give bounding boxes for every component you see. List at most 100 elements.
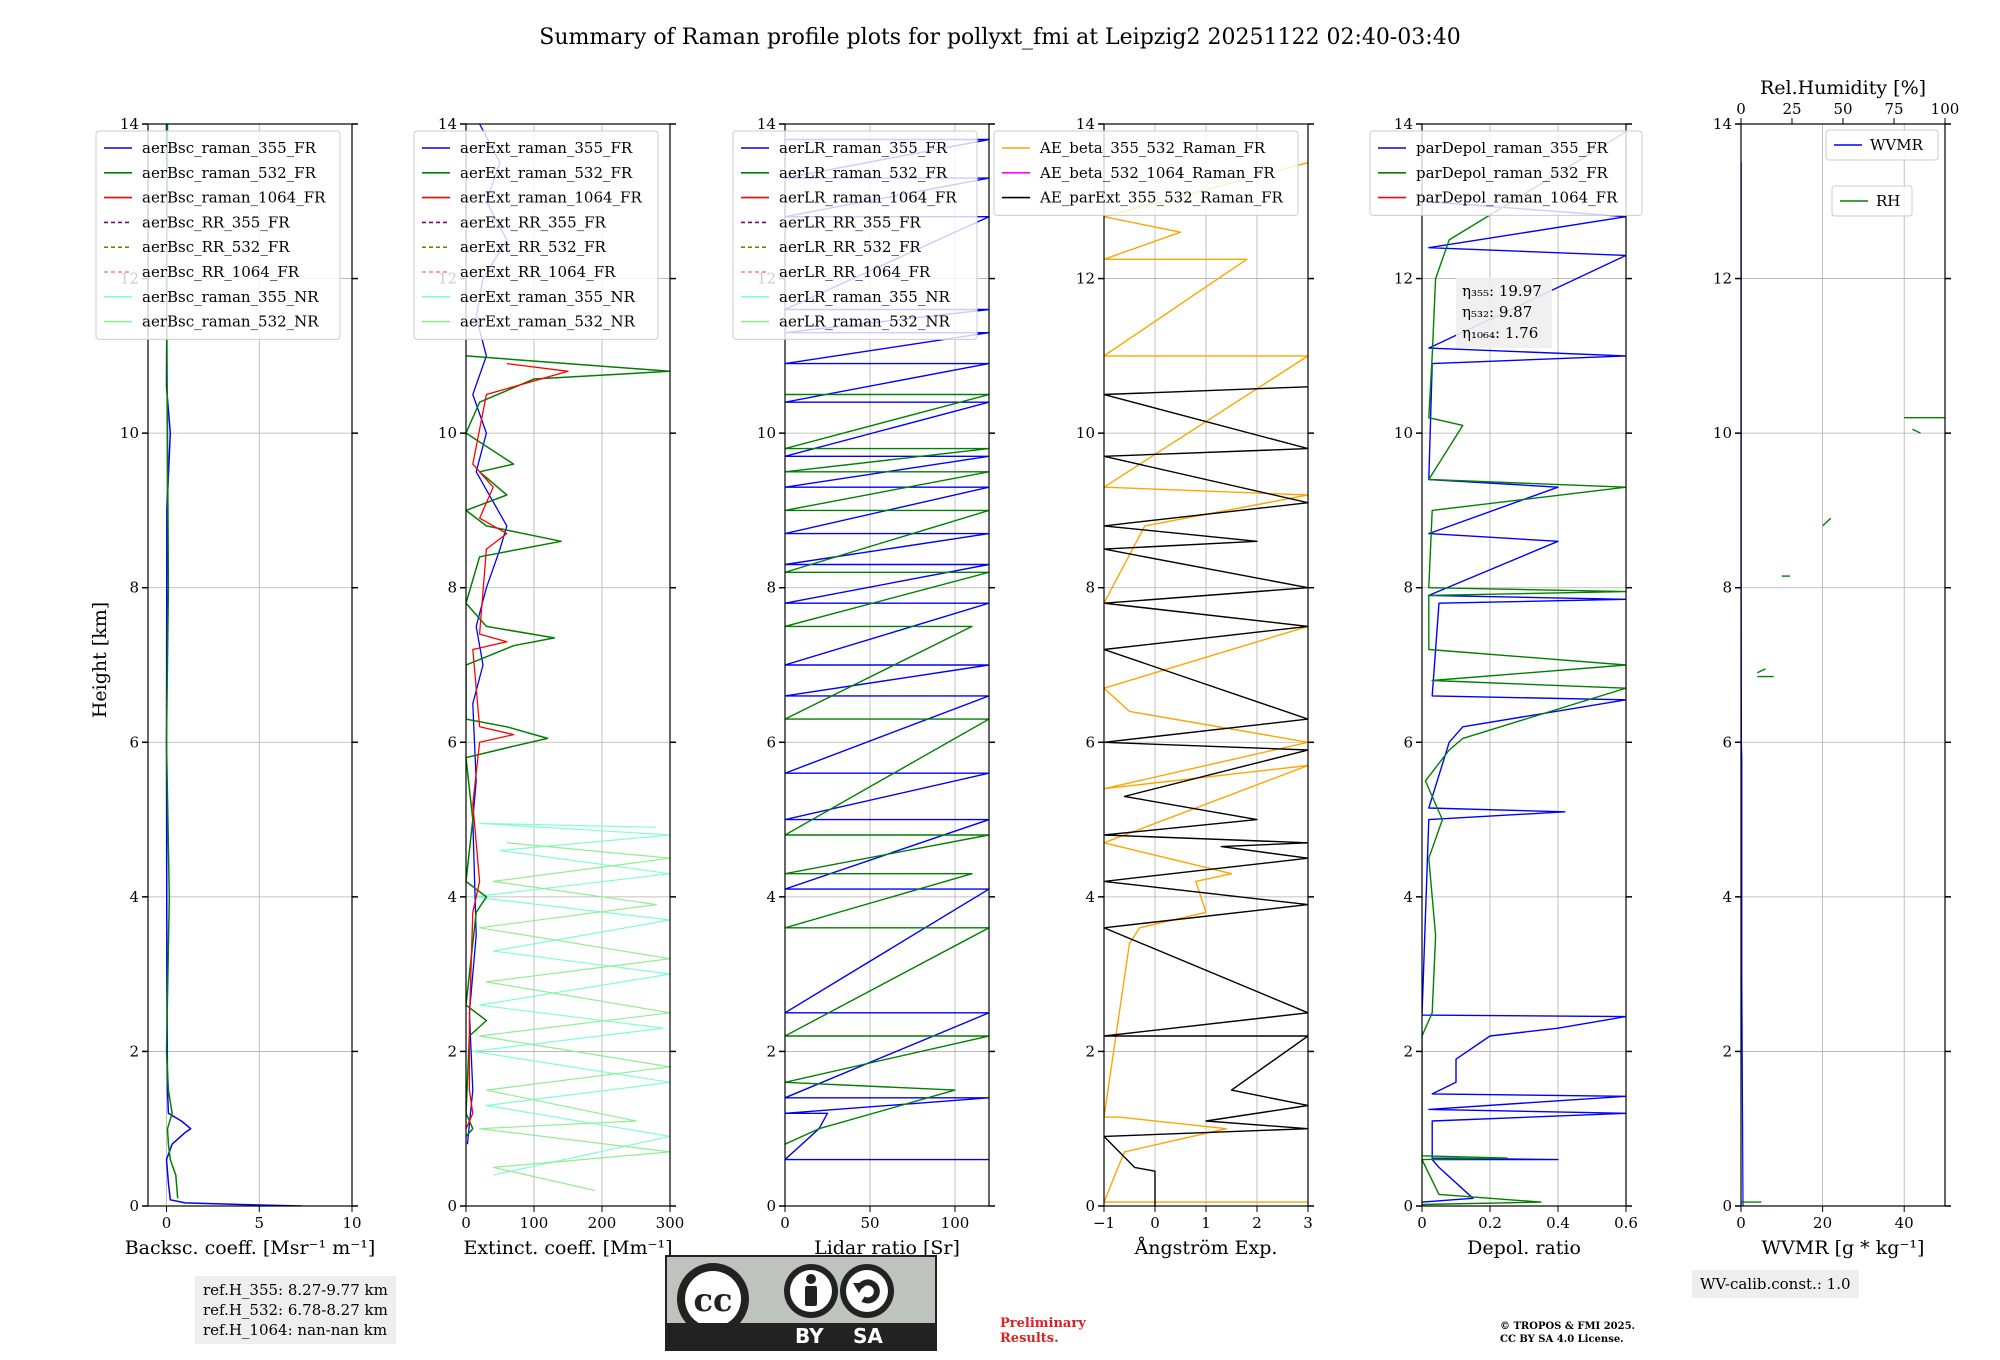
legend-entry-label: parDepol_raman_1064_FR xyxy=(1416,189,1618,207)
series-line-parDepol_raman_532_FR xyxy=(1422,131,1626,1206)
x-tick-label: 0 xyxy=(162,1214,172,1232)
x-tick-label: 3 xyxy=(1303,1214,1313,1232)
y-tick-label: 6 xyxy=(1722,733,1732,751)
x-tick-label: 5 xyxy=(254,1214,264,1232)
top-x-axis-label: Rel.Humidity [%] xyxy=(1760,77,1926,99)
y-tick-label: 0 xyxy=(766,1197,776,1215)
series-line-aerExt_raman_532_FR xyxy=(466,355,670,1137)
x-tick-label: −1 xyxy=(1093,1214,1115,1232)
legend-entry-label: aerBsc_raman_532_NR xyxy=(142,313,319,331)
eta-annotation-box xyxy=(1456,278,1552,348)
series-group xyxy=(1422,131,1626,1206)
x-tick-label: 20 xyxy=(1813,1214,1832,1232)
panel-depol: 0 0.2 0.4 0.6 0 2 4 6 8 10 12 14 Depol. ratio parDepo… xyxy=(1369,115,1643,1259)
eta-annotation-line: η₅₃₂: 9.87 xyxy=(1462,303,1532,321)
y-tick-label: 12 xyxy=(1713,270,1732,288)
y-tick-label: 8 xyxy=(1722,579,1732,597)
legend-entry-label: aerBsc_raman_355_NR xyxy=(142,288,319,306)
y-tick-label: 0 xyxy=(1085,1197,1095,1215)
series-line-AE_beta_355_532_Raman_FR xyxy=(1104,161,1308,1203)
legend-entry-label: RH xyxy=(1876,192,1900,210)
legend-entry-label: aerLR_RR_532_FR xyxy=(779,238,921,256)
top-x-tick-label: 100 xyxy=(1931,100,1960,118)
y-tick-label: 6 xyxy=(1085,733,1095,751)
axes-frame xyxy=(784,123,990,1207)
ref-height-1064: ref.H_1064: nan-nan km xyxy=(203,1321,388,1339)
shared-y-axis-label: Height [km] xyxy=(89,602,111,718)
y-tick-label: 10 xyxy=(438,424,457,442)
legend-entry-label: aerBsc_RR_1064_FR xyxy=(142,263,300,281)
legend-entry-label: aerLR_raman_532_NR xyxy=(779,313,950,331)
legend-box xyxy=(1825,129,1939,161)
legend-entry-label: aerExt_raman_1064_FR xyxy=(460,189,642,207)
series-line-parDepol_raman_355_FR xyxy=(1422,200,1626,1203)
legend-box xyxy=(1831,185,1913,217)
y-tick-label: 2 xyxy=(129,1042,139,1060)
y-tick-label: 12 xyxy=(1076,270,1095,288)
legend-entry-label: aerExt_RR_532_FR xyxy=(460,238,607,256)
x-tick-label: 1 xyxy=(1201,1214,1211,1232)
axes-frame xyxy=(147,123,353,1207)
series-line-aerExt_raman_532_NR xyxy=(479,842,670,1192)
y-tick-label: 0 xyxy=(1722,1197,1732,1215)
x-tick-label: 10 xyxy=(342,1214,361,1232)
cc-mark: cc xyxy=(694,1281,733,1319)
x-tick-label: 0 xyxy=(780,1214,790,1232)
series-group xyxy=(165,124,302,1206)
x-axis-label: Depol. ratio xyxy=(1467,1237,1581,1259)
x-tick-label: 100 xyxy=(941,1214,970,1232)
y-tick-label: 2 xyxy=(1403,1042,1413,1060)
y-tick-label: 8 xyxy=(447,579,457,597)
y-tick-label: 14 xyxy=(757,115,776,133)
series-group xyxy=(1741,162,1945,1206)
x-tick-label: 100 xyxy=(520,1214,549,1232)
legend-box xyxy=(95,130,341,340)
legend-entry-label: WVMR xyxy=(1870,136,1924,154)
copyright-note: © TROPOS & FMI 2025. CC BY SA 4.0 Licens… xyxy=(1500,1321,1636,1345)
y-tick-label: 14 xyxy=(120,115,139,133)
y-tick-label: 10 xyxy=(757,424,776,442)
legend-entry-label: parDepol_raman_532_FR xyxy=(1416,164,1609,182)
y-tick-label: 14 xyxy=(1713,115,1732,133)
series-line-aerLR_raman_532_FR xyxy=(785,393,989,1145)
eta-annotation-line: η₁₀₆₄: 1.76 xyxy=(1462,324,1538,342)
series-line-RH xyxy=(1912,428,1921,434)
series-line-RH xyxy=(1822,517,1832,527)
x-tick-label: 2 xyxy=(1252,1214,1262,1232)
axes-frame xyxy=(1421,123,1627,1207)
reference-height-box: ref.H_355: 8.27-9.77 km ref.H_532: 6.78-… xyxy=(195,1276,396,1344)
legend-entry-label: aerBsc_raman_1064_FR xyxy=(142,189,326,207)
legend-entry-label: aerLR_raman_1064_FR xyxy=(779,189,957,207)
eta-annotation-line: η₃₅₅: 19.97 xyxy=(1462,282,1542,300)
x-tick-label: 0 xyxy=(1150,1214,1160,1232)
x-tick-label: 40 xyxy=(1895,1214,1914,1232)
top-x-tick-label: 75 xyxy=(1884,100,1903,118)
top-x-tick-label: 25 xyxy=(1782,100,1801,118)
y-tick-label: 4 xyxy=(129,888,139,906)
y-tick-label: 14 xyxy=(1076,115,1095,133)
y-tick-label: 6 xyxy=(1403,733,1413,751)
series-line-aerExt_raman_1064_FR xyxy=(466,362,569,1129)
x-tick-label: 300 xyxy=(656,1214,685,1232)
legend-entry-label: aerLR_RR_1064_FR xyxy=(779,263,931,281)
series-group xyxy=(1104,161,1308,1206)
series-line-aerBsc_raman_355_FR xyxy=(165,124,302,1206)
y-tick-label: 14 xyxy=(438,115,457,133)
y-tick-label: 8 xyxy=(129,579,139,597)
y-tick-label: 10 xyxy=(1713,424,1732,442)
legend-entry-label: aerExt_raman_532_FR xyxy=(460,164,633,182)
figure-title: Summary of Raman profile plots for polly… xyxy=(539,25,1460,50)
panel-wv: 0 20 40 0 2 4 6 8 10 12 14 WVMR [g * kg⁻¹] 0 25 50 75 10… xyxy=(1713,77,1960,1259)
legend-entry-label: aerExt_raman_355_NR xyxy=(460,288,636,306)
x-tick-label: 0 xyxy=(461,1214,471,1232)
y-tick-label: 2 xyxy=(447,1042,457,1060)
x-axis-label: Extinct. coeff. [Mm⁻¹] xyxy=(463,1237,672,1259)
y-tick-label: 6 xyxy=(129,733,139,751)
series-line-RH xyxy=(1757,668,1766,674)
legend-entry-label: parDepol_raman_355_FR xyxy=(1416,139,1609,157)
axes-frame xyxy=(465,123,671,1207)
x-axis-label: Backsc. coeff. [Msr⁻¹ m⁻¹] xyxy=(125,1237,376,1259)
cc-by-sa-license-logo: cc BY SA xyxy=(665,1255,937,1351)
